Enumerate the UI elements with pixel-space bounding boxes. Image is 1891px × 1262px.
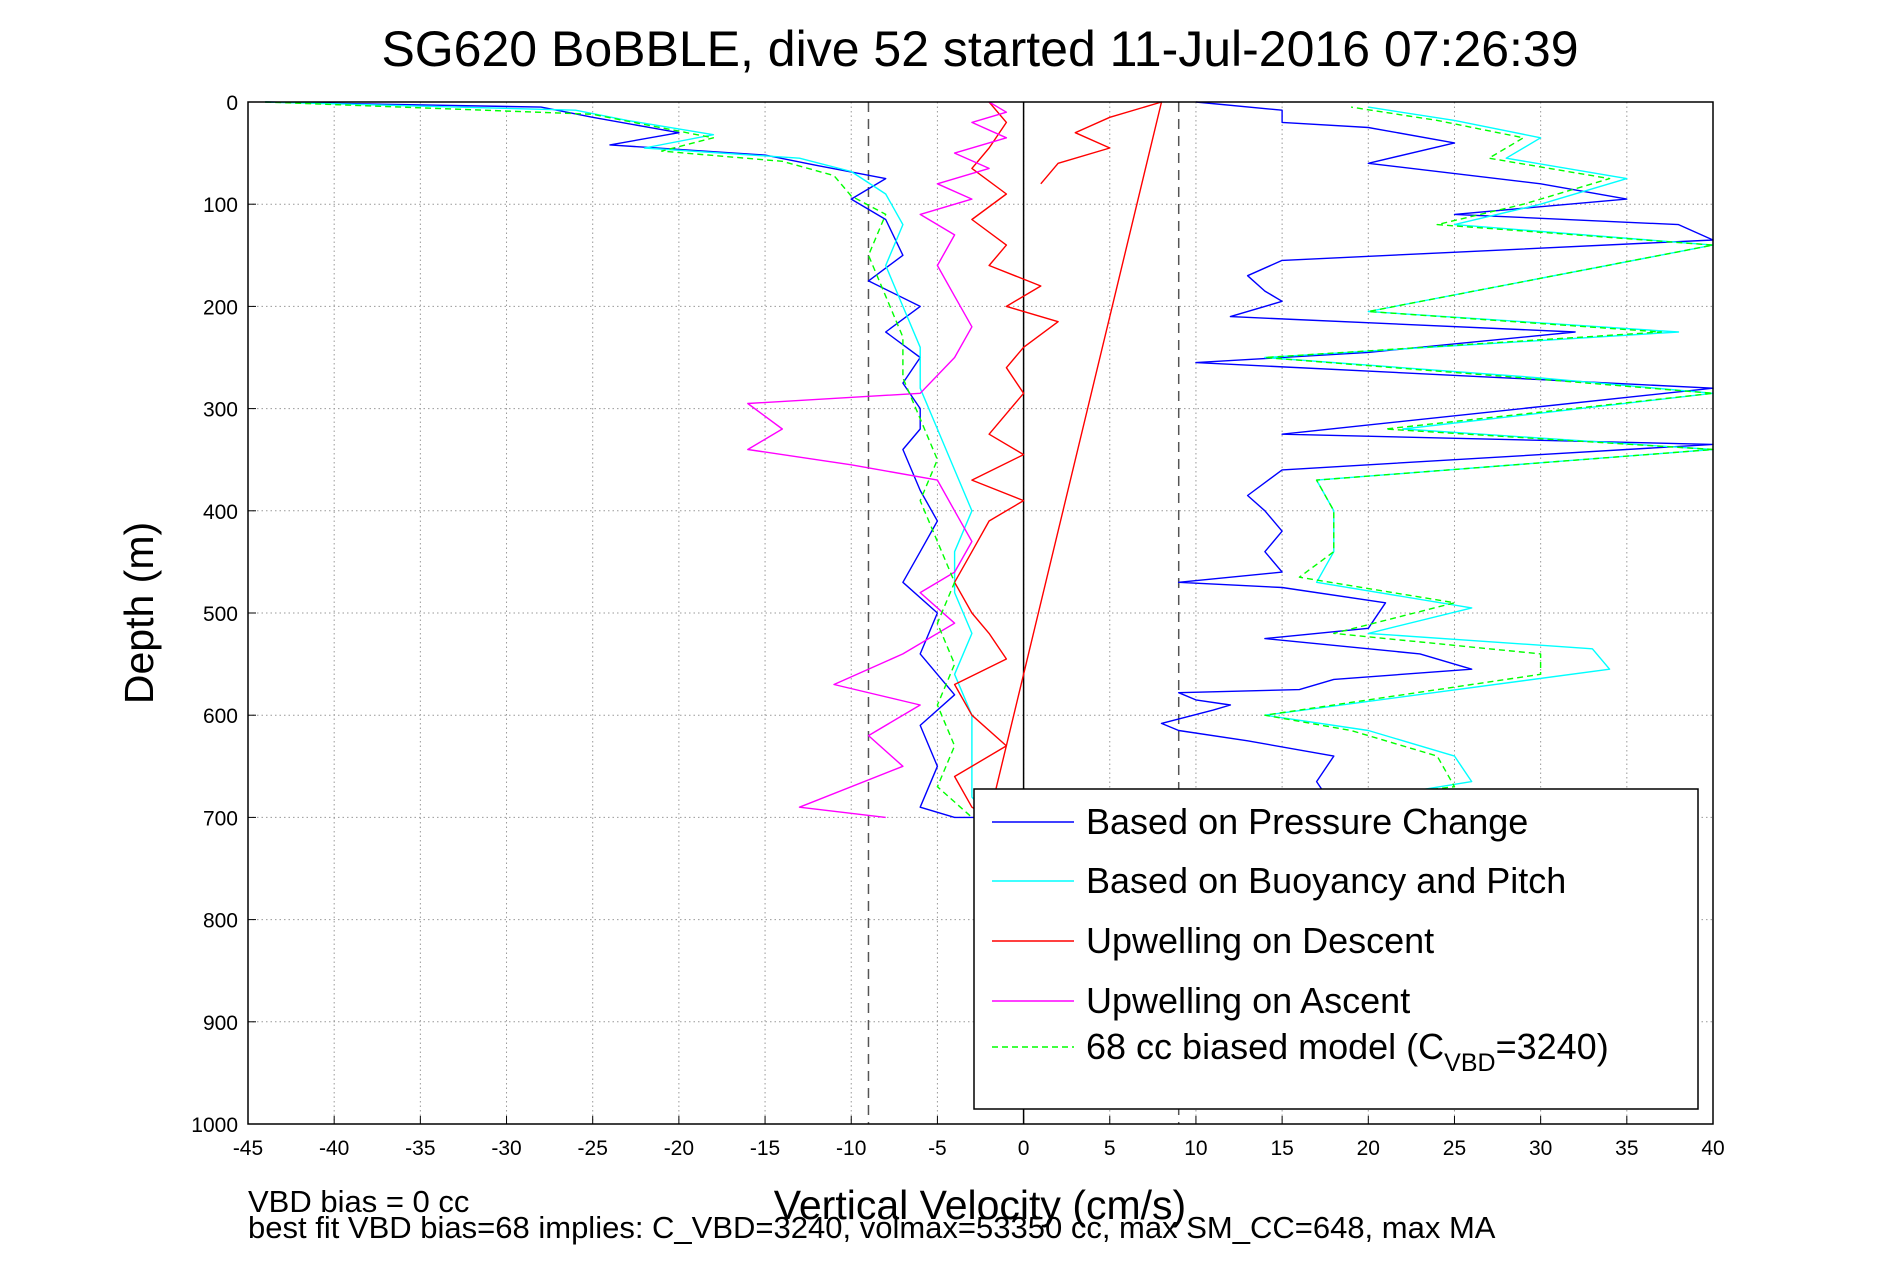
y-tick-label: 400 bbox=[203, 501, 238, 524]
y-tick-label: 900 bbox=[203, 1012, 238, 1035]
legend-label: Upwelling on Descent bbox=[1086, 920, 1434, 961]
y-axis-label: Depth (m) bbox=[116, 522, 162, 704]
x-tick-label: 20 bbox=[1357, 1137, 1380, 1160]
y-tick-label: 100 bbox=[203, 194, 238, 217]
x-tick-label: 25 bbox=[1443, 1137, 1466, 1160]
series-line bbox=[265, 101, 1714, 819]
y-tick-label: 300 bbox=[203, 399, 238, 422]
x-axis-label: Vertical Velocity (cm/s) bbox=[774, 1182, 1186, 1228]
legend-label: Based on Buoyancy and Pitch bbox=[1086, 860, 1566, 901]
y-tick-label: 0 bbox=[226, 92, 238, 115]
series-line bbox=[747, 101, 1008, 819]
y-tick-labels: 0 100 200 300 400 500 600 700 800 900 1000 bbox=[191, 92, 238, 1137]
x-tick-label: -5 bbox=[928, 1137, 947, 1160]
plot-frame bbox=[247, 101, 1714, 1125]
series-line bbox=[265, 101, 1714, 819]
y-tick-label: 600 bbox=[203, 705, 238, 728]
x-tick-label: 0 bbox=[1018, 1137, 1030, 1160]
x-tick-labels: -45 -40 -35 -30 -25 -20 -15 -10 -5 0 5 10 15 20 25 30 35… bbox=[233, 1137, 1725, 1160]
y-tick-label: 700 bbox=[203, 807, 238, 830]
x-tick-label: 30 bbox=[1529, 1137, 1552, 1160]
legend-label: Based on Pressure Change bbox=[1086, 801, 1528, 842]
y-tick-label: 500 bbox=[203, 603, 238, 626]
x-tick-label: -25 bbox=[578, 1137, 608, 1160]
x-tick-label: -45 bbox=[233, 1137, 263, 1160]
x-tick-label: -15 bbox=[750, 1137, 780, 1160]
legend: Based on Pressure Change Based on Buoyanc… bbox=[973, 788, 1699, 1110]
x-tick-label: -20 bbox=[664, 1137, 694, 1160]
y-tick-label: 200 bbox=[203, 296, 238, 319]
x-tick-label: -35 bbox=[405, 1137, 435, 1160]
bias-note: VBD bias = 0 cc bbox=[248, 1184, 469, 1219]
x-tick-label: -30 bbox=[491, 1137, 521, 1160]
x-tick-label: -40 bbox=[319, 1137, 349, 1160]
x-tick-label: 40 bbox=[1701, 1137, 1724, 1160]
x-tick-label: 10 bbox=[1184, 1137, 1207, 1160]
legend-label: Upwelling on Ascent bbox=[1086, 980, 1410, 1021]
chart-title: SG620 BoBBLE, dive 52 started 11-Jul-201… bbox=[381, 21, 1578, 77]
data-series bbox=[265, 101, 1714, 819]
y-tick-label: 1000 bbox=[191, 1114, 238, 1137]
legend-box bbox=[973, 788, 1699, 1110]
best-fit-note: best fit VBD bias=68 implies: C_VBD=3240… bbox=[248, 1210, 1496, 1245]
x-tick-label: 15 bbox=[1270, 1137, 1293, 1160]
legend-entries: Based on Pressure Change Based on Buoyanc… bbox=[992, 801, 1609, 1077]
x-tick-label: -10 bbox=[836, 1137, 866, 1160]
legend-label: 68 cc biased model (CVBD=3240) bbox=[1086, 1026, 1609, 1077]
y-tick-label: 800 bbox=[203, 910, 238, 933]
x-tick-label: 35 bbox=[1615, 1137, 1638, 1160]
x-tick-label: 5 bbox=[1104, 1137, 1116, 1160]
series-line bbox=[265, 101, 1714, 819]
